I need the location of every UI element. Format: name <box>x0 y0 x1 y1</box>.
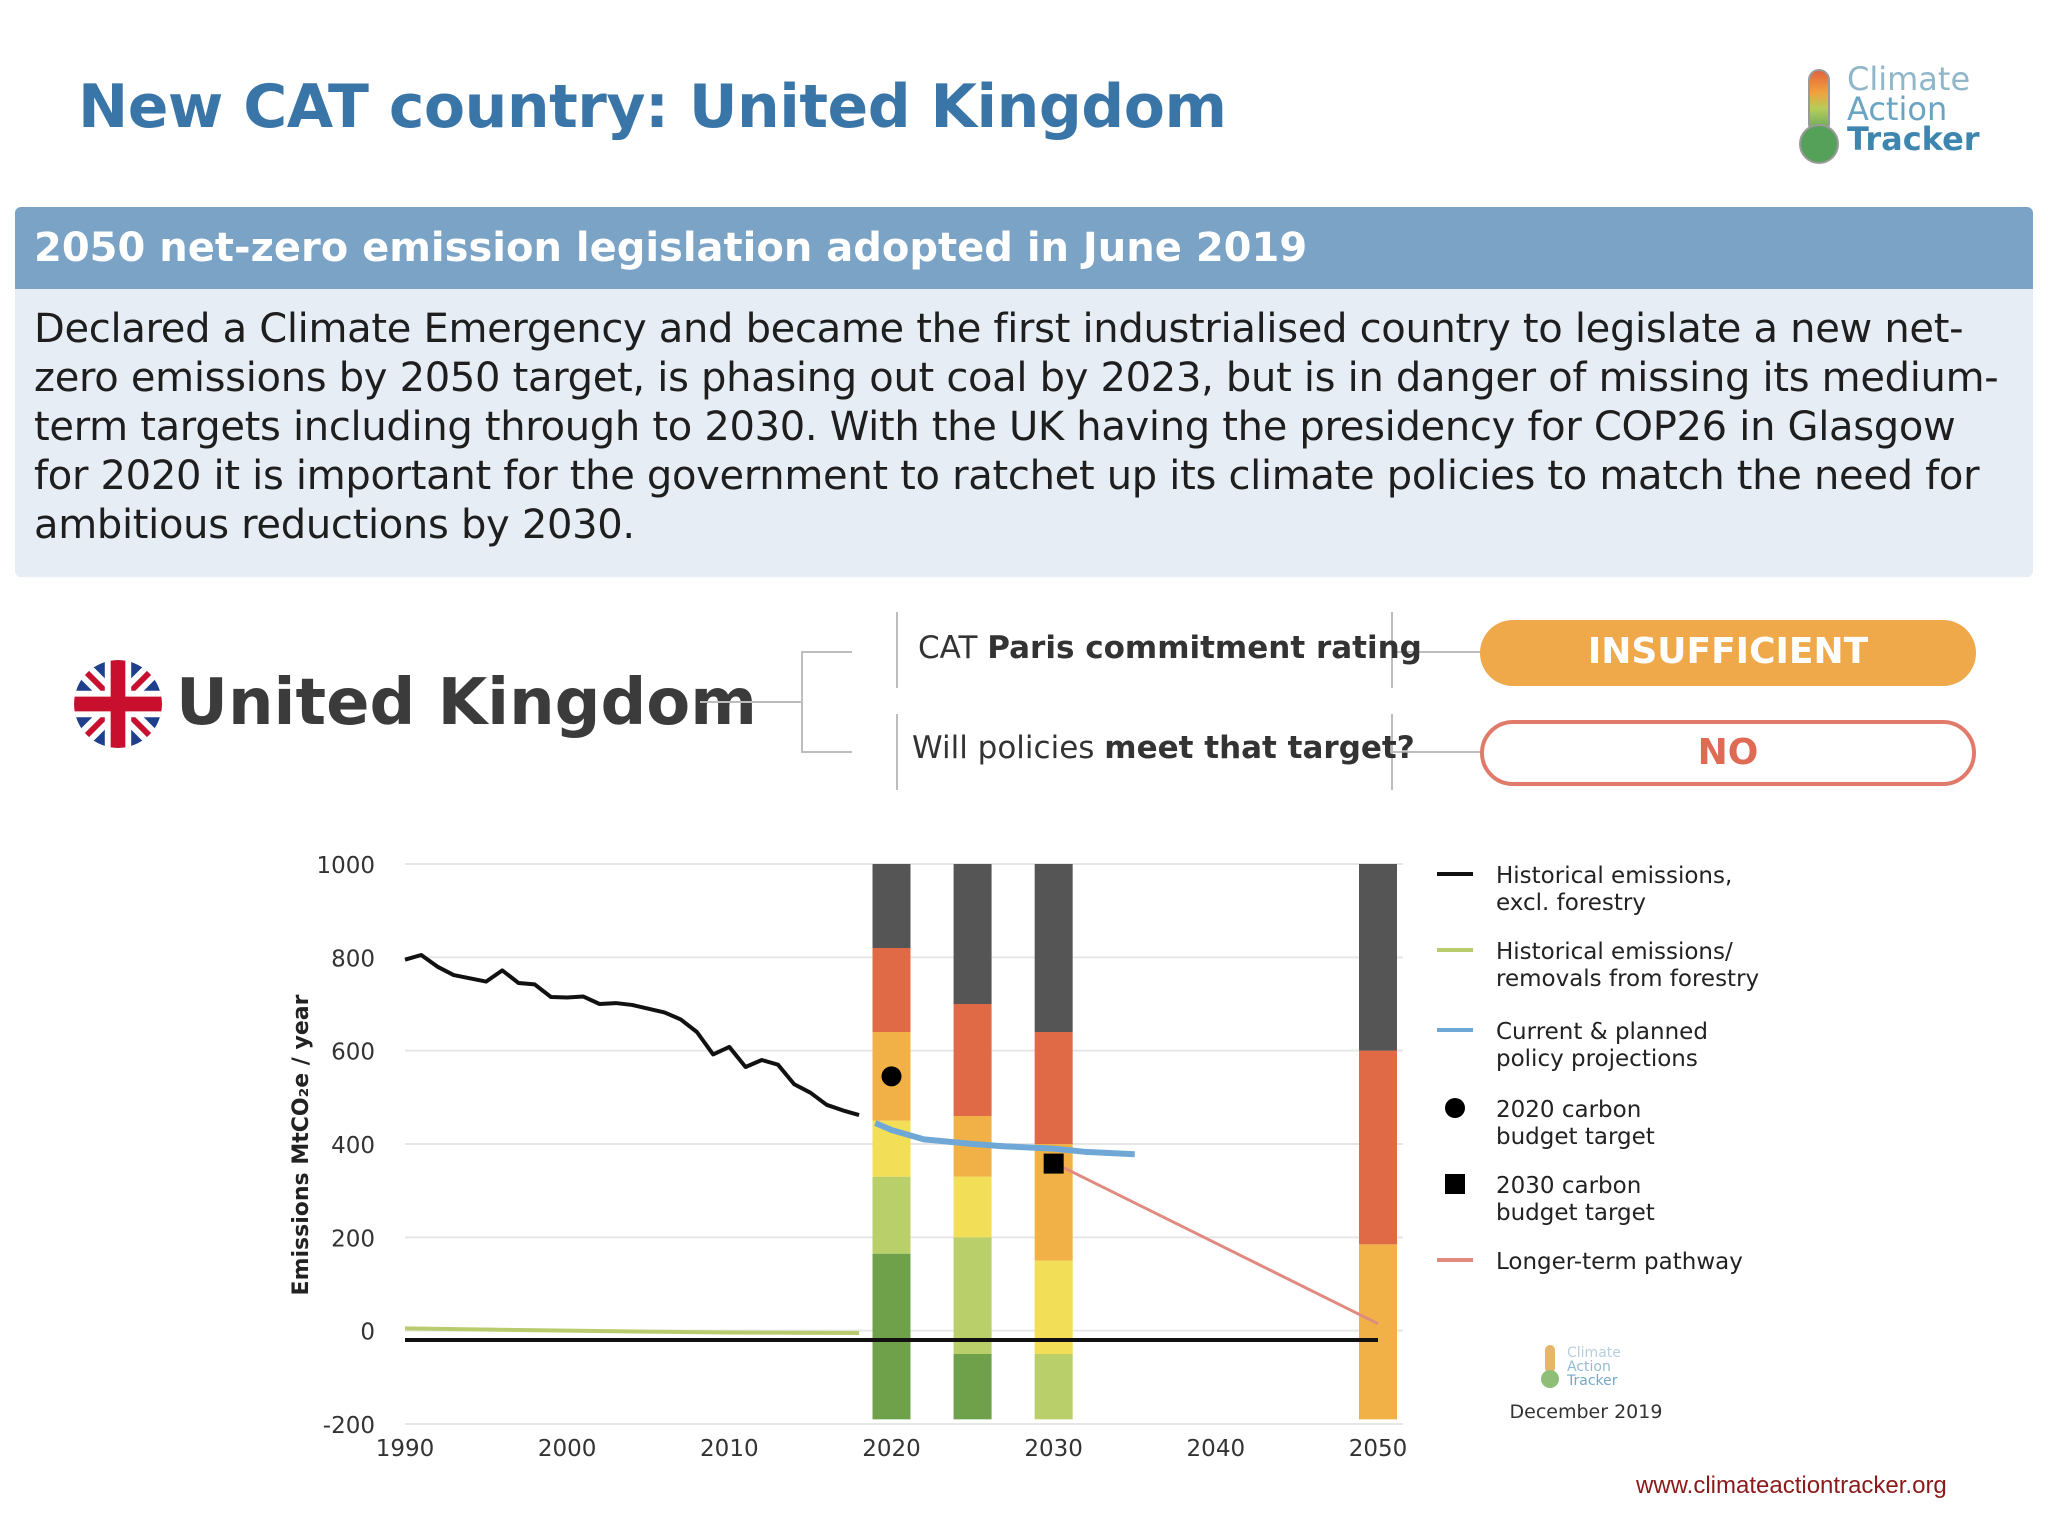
no-badge: NO <box>1480 720 1976 786</box>
policies-target-label-pre: Will policies <box>912 730 1105 766</box>
panel-header: 2050 net-zero emission legislation adopt… <box>15 207 2033 289</box>
legend-swatch <box>1445 1098 1465 1118</box>
website-url: www.climateactiontracker.org <box>1636 1472 1947 1499</box>
legend-label: Longer-term pathway <box>1496 1249 1743 1275</box>
policies-target-label: Will policies meet that target? <box>912 730 1415 766</box>
marker-point <box>881 1066 902 1087</box>
y-tick-label: 1000 <box>316 853 375 879</box>
rating-bar-band <box>1034 864 1073 1032</box>
legend-label: Historical emissions, <box>1496 863 1732 889</box>
y-tick-label: 0 <box>360 1320 375 1346</box>
small-logo-thermometer <box>1545 1345 1555 1373</box>
small-logo-text: Tracker <box>1566 1373 1618 1389</box>
x-tick-label: 2000 <box>538 1436 597 1462</box>
rating-bar-band <box>872 864 911 948</box>
y-tick-label: 200 <box>331 1226 375 1252</box>
x-tick-label: 2020 <box>862 1436 921 1462</box>
logo-line-tracker: Tracker <box>1847 120 1980 158</box>
legend-label: excl. forestry <box>1496 890 1646 916</box>
rating-bar-band <box>953 864 992 1004</box>
legend-label: budget target <box>1496 1124 1655 1150</box>
panel-line: zero emissions by 2050 target, is phasin… <box>34 355 1999 401</box>
series-line <box>404 953 860 1117</box>
legend-label: policy projections <box>1496 1046 1698 1072</box>
rating-bar-band <box>1034 1354 1073 1420</box>
y-tick-label: 800 <box>331 946 375 972</box>
slide-title: New CAT country: United Kingdom <box>78 72 1227 142</box>
rating-bar-band <box>1359 864 1397 1051</box>
logo-line-action: Action <box>1847 90 1948 128</box>
panel-body: Declared a Climate Emergency and became … <box>15 289 2033 550</box>
chart-date: December 2019 <box>1510 1401 1663 1423</box>
y-tick-label: -200 <box>323 1413 375 1439</box>
legend-swatch <box>1445 1174 1465 1194</box>
x-tick-label: 2040 <box>1187 1436 1246 1462</box>
commitment-rating-label: CAT Paris commitment rating <box>918 630 1422 666</box>
thermometer-icon <box>1799 69 1839 164</box>
country-name: United Kingdom <box>176 666 757 740</box>
series-line <box>874 1120 1135 1158</box>
commitment-rating-label-pre: CAT <box>918 630 988 666</box>
rating-bar-band <box>953 1176 992 1238</box>
panel-line: ambitious reductions by 2030. <box>34 502 635 548</box>
panel-line: for 2020 it is important for the governm… <box>34 453 1980 499</box>
small-logo-text: Climate <box>1567 1345 1621 1361</box>
y-tick-label: 600 <box>331 1040 375 1066</box>
legend-label: 2030 carbon <box>1496 1173 1641 1199</box>
legend-label: Current & planned <box>1496 1019 1708 1045</box>
y-axis-label: Emissions MtCO₂e / year <box>289 994 314 1295</box>
legend-label: budget target <box>1496 1200 1655 1226</box>
small-logo-text: Action <box>1567 1359 1611 1375</box>
rating-bar-band <box>953 1354 992 1420</box>
marker-point <box>1043 1153 1064 1174</box>
insufficient-badge: INSUFFICIENT <box>1480 620 1976 686</box>
rating-bar-band <box>1359 1050 1397 1245</box>
y-tick-label: 400 <box>331 1133 375 1159</box>
panel-line: term targets including through to 2030. … <box>34 404 1956 450</box>
rating-bar-band <box>872 1253 911 1420</box>
rating-bar-band <box>872 1176 911 1254</box>
policies-target-label-bold: meet that target? <box>1104 730 1415 766</box>
panel-line: Declared a Climate Emergency and became … <box>34 306 1964 352</box>
climate-action-tracker-logo: Climate Action Tracker <box>1795 60 1995 174</box>
x-tick-label: 2030 <box>1024 1436 1083 1462</box>
x-tick-label: 1990 <box>376 1436 435 1462</box>
rating-bar-band <box>872 948 911 1032</box>
x-tick-label: 2010 <box>700 1436 759 1462</box>
series-line <box>404 1326 860 1335</box>
legend-label: removals from forestry <box>1496 966 1759 992</box>
rating-bar-band <box>953 1004 992 1116</box>
rating-bar-band <box>1359 1244 1397 1420</box>
series-line <box>1052 1161 1379 1326</box>
rating-bar-band <box>1034 1032 1073 1144</box>
x-tick-label: 2050 <box>1349 1436 1408 1462</box>
logo-line-climate: Climate <box>1847 60 1971 98</box>
rating-bar-band <box>953 1237 992 1354</box>
commitment-rating-label-bold: Paris commitment rating <box>987 630 1422 666</box>
small-logo-thermometer-bulb <box>1541 1370 1559 1388</box>
legend-label: Historical emissions/ <box>1496 939 1733 965</box>
uk-flag-icon <box>74 660 162 748</box>
summary-panel: 2050 net-zero emission legislation adopt… <box>15 207 2033 577</box>
legend-label: 2020 carbon <box>1496 1097 1641 1123</box>
